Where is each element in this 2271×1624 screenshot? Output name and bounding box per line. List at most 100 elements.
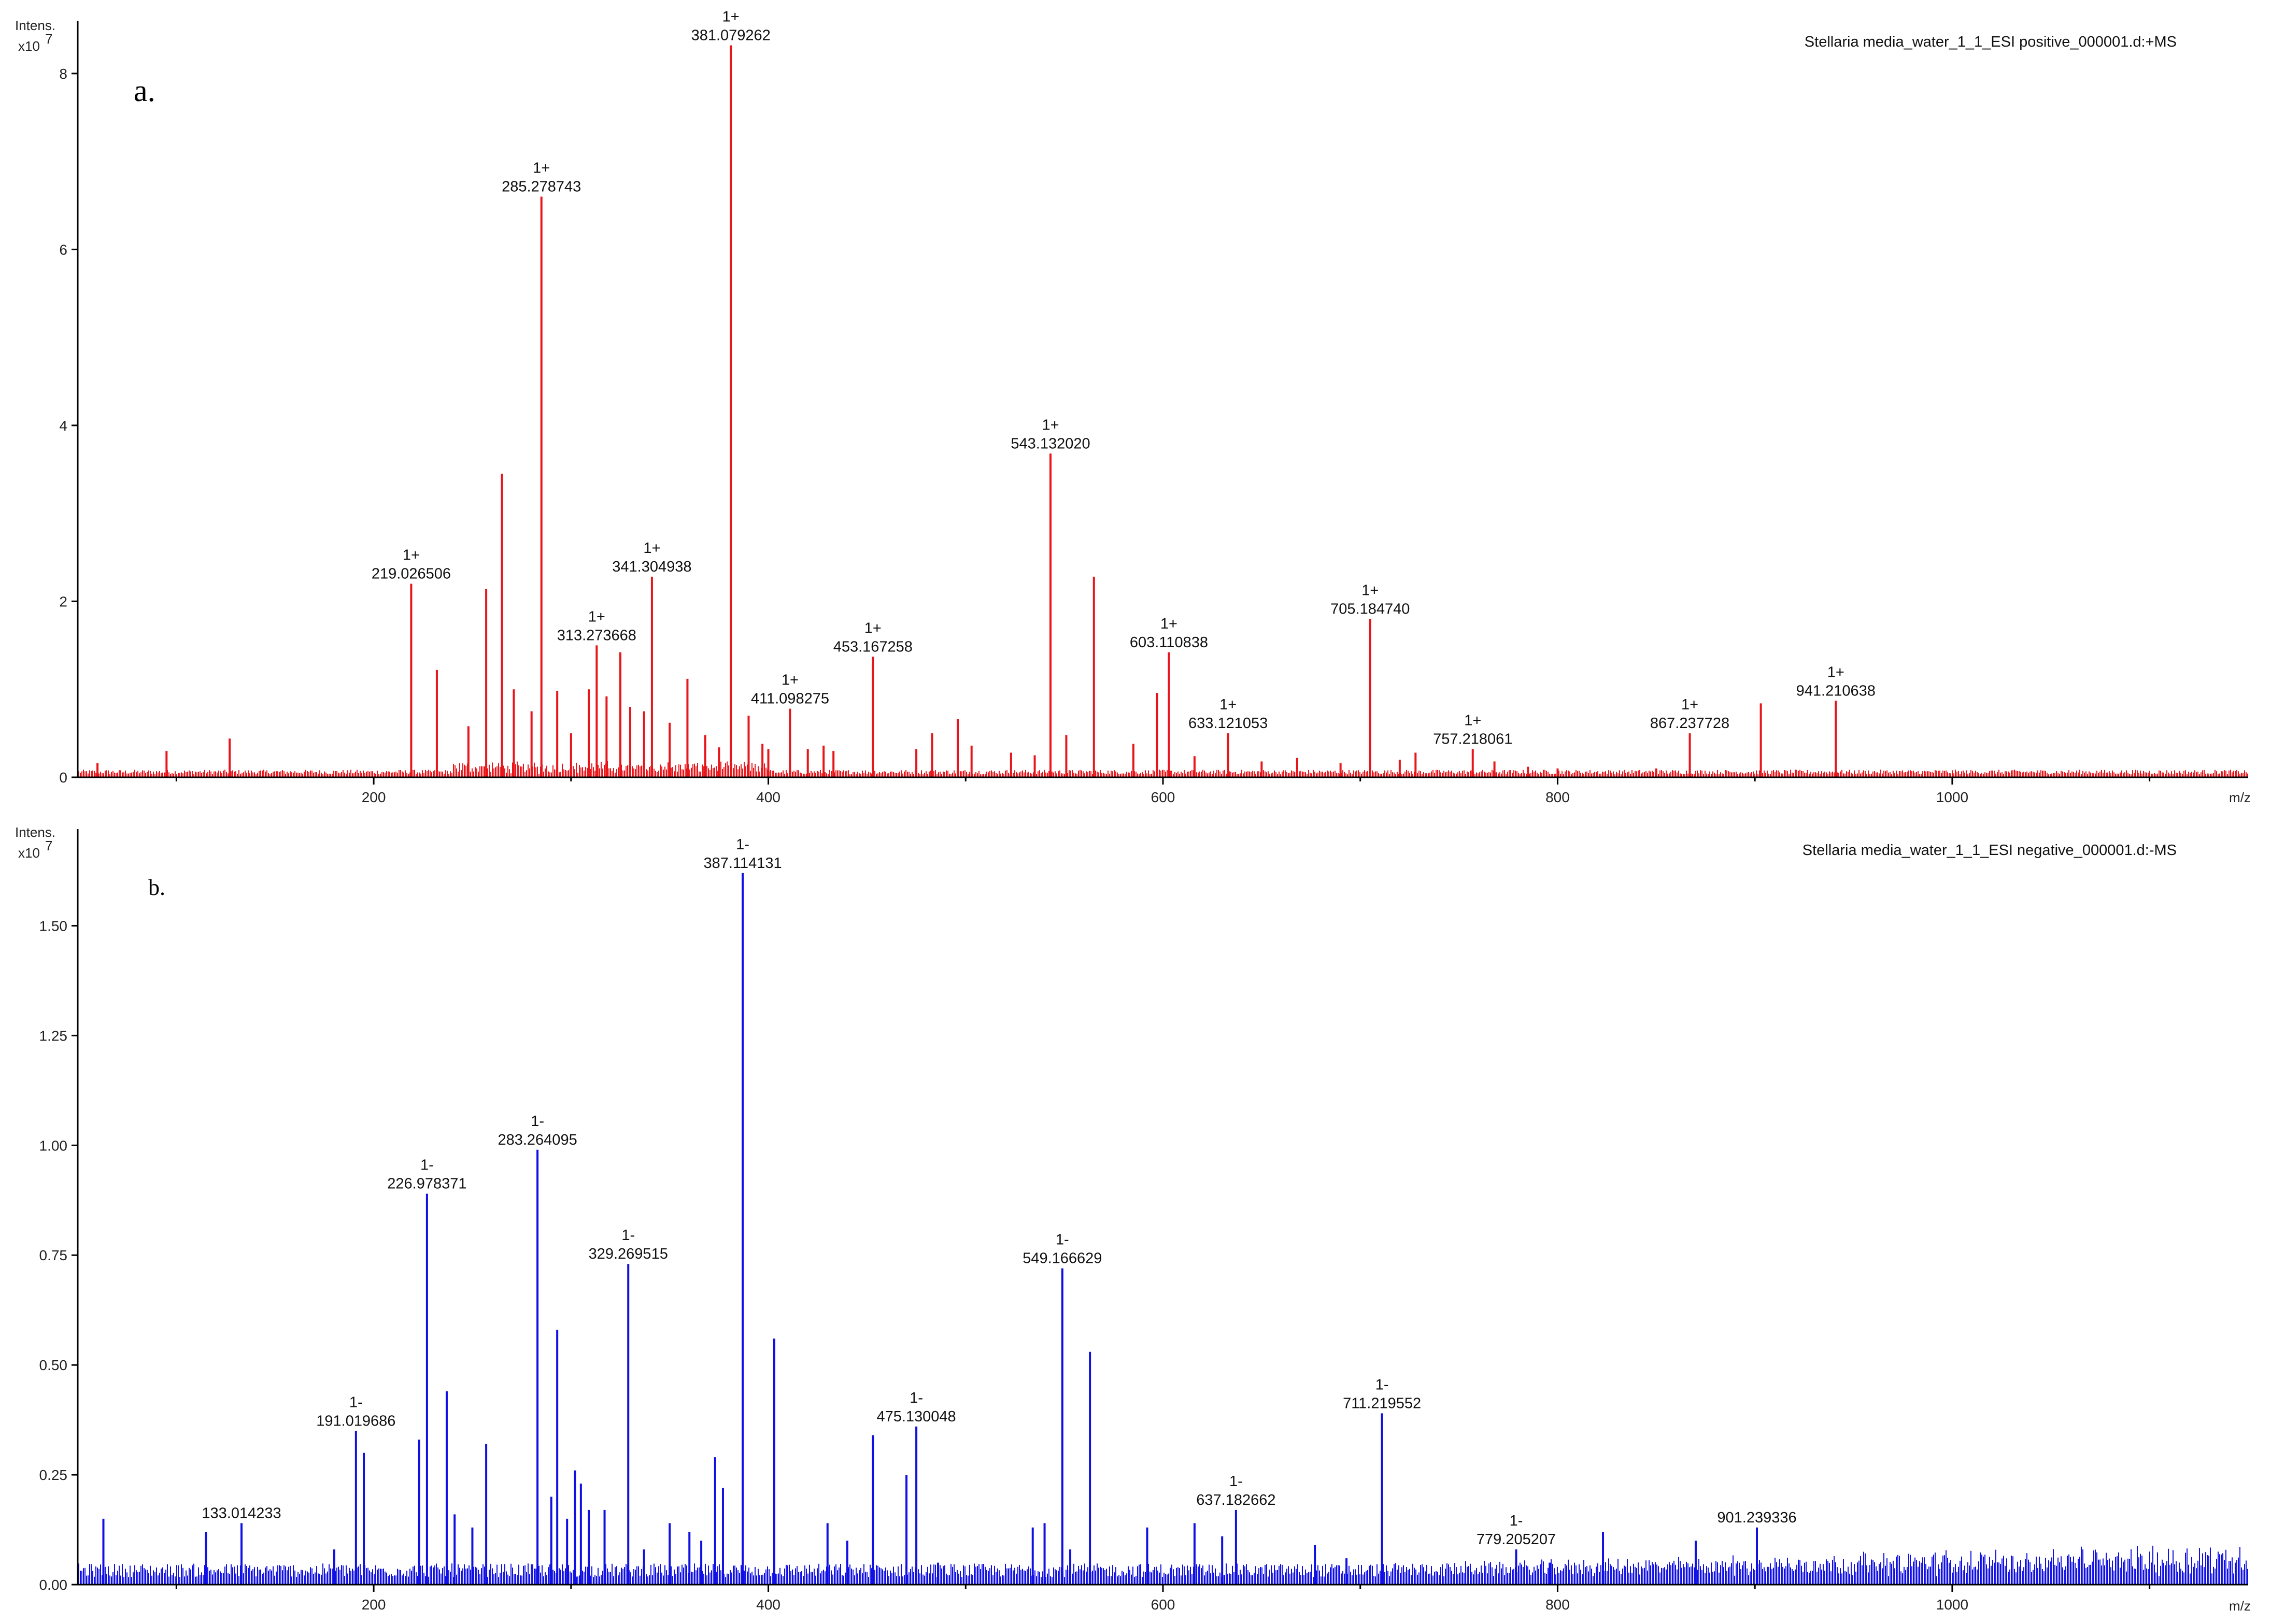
- y-tick-label: 8: [59, 66, 67, 82]
- peak-mz-label: 633.121053: [1188, 715, 1268, 732]
- peak-mz-label: 191.019686: [316, 1413, 395, 1429]
- peak-annotation: 1+ 543.132020: [1011, 417, 1090, 452]
- y-axis-exponent-a: 7: [45, 31, 52, 47]
- peak-charge-label: 1-: [531, 1113, 544, 1130]
- peak-mz-label: 133.014233: [202, 1505, 281, 1521]
- x-tick-label: 400: [756, 1597, 780, 1613]
- peak-charge-label: 1+: [1361, 582, 1379, 599]
- peak-charge-label: 1+: [1042, 417, 1059, 433]
- peak-annotation: 1+ 411.098275: [751, 672, 829, 707]
- x-tick-label: 200: [362, 789, 386, 805]
- y-tick-label: 1.25: [39, 1028, 68, 1044]
- noise-layer-b: [78, 1545, 2248, 1585]
- peak-charge-label: 1-: [1375, 1376, 1389, 1393]
- y-tick-label: 0.00: [39, 1577, 68, 1593]
- y-tick-label: 0: [59, 770, 67, 786]
- peak-annotation: 901.239336: [1717, 1509, 1796, 1526]
- peak-charge-label: 1+: [1219, 696, 1237, 713]
- peak-charge-label: 1+: [1681, 696, 1698, 713]
- peak-mz-label: 637.182662: [1196, 1492, 1275, 1508]
- x-axis-label-b: m/z: [2229, 1598, 2251, 1614]
- peak-annotation: 1+ 219.026506: [372, 547, 451, 582]
- peak-annotation: 1+ 867.237728: [1650, 696, 1729, 732]
- peak-charge-label: 1+: [864, 620, 882, 636]
- y-tick-label: 1.50: [39, 918, 68, 934]
- peak-charge-label: 1+: [643, 540, 660, 557]
- annotations-layer-a: 1+ 219.026506 1+ 285.278743 1+ 313.273668 1+ 34…: [372, 9, 1876, 748]
- peak-mz-label: 543.132020: [1011, 435, 1090, 452]
- peak-mz-label: 901.239336: [1717, 1509, 1796, 1526]
- y-tick-label: 0.50: [39, 1357, 68, 1373]
- peak-annotation: 1- 226.978371: [387, 1157, 466, 1192]
- peak-mz-label: 226.978371: [387, 1176, 466, 1192]
- y-tick-label: 0.25: [39, 1467, 68, 1483]
- peak-charge-label: 1+: [782, 672, 799, 689]
- peak-annotation: 1- 549.166629: [1023, 1232, 1102, 1267]
- peak-annotation: 1+ 341.304938: [612, 540, 691, 575]
- x-tick-label: 1000: [1936, 789, 1968, 805]
- peaks-layer-a: [96, 45, 1837, 777]
- peak-annotation: 1+ 285.278743: [502, 160, 581, 195]
- peak-annotation: 1+ 381.079262: [691, 9, 771, 44]
- peak-mz-label: 705.184740: [1330, 601, 1410, 617]
- peak-annotation: 1- 387.114131: [704, 836, 782, 872]
- peak-annotation: 1+ 705.184740: [1330, 582, 1410, 617]
- y-tick-label: 4: [59, 418, 67, 434]
- y-tick-label: 2: [59, 593, 67, 609]
- x-tick-label: 1000: [1936, 1597, 1968, 1613]
- peak-annotation: 133.014233: [202, 1505, 281, 1521]
- peak-charge-label: 1-: [420, 1157, 434, 1174]
- peak-annotation: 1+ 633.121053: [1188, 696, 1268, 732]
- spectrum-panel-b: 133.014233 1- 191.019686 1- 226.978371 1- 283.…: [15, 824, 2251, 1614]
- peak-mz-label: 329.269515: [589, 1246, 668, 1262]
- peak-annotation: 1- 711.219552: [1343, 1376, 1421, 1412]
- y-axis-label-b-line2: x10: [18, 845, 40, 861]
- peak-annotation: 1- 637.182662: [1196, 1473, 1275, 1508]
- noise-layer-a: [78, 761, 2248, 777]
- peak-charge-label: 1-: [1229, 1473, 1243, 1490]
- peak-annotation: 1- 475.130048: [876, 1390, 956, 1425]
- x-tick-label: 600: [1151, 1597, 1175, 1613]
- peak-mz-label: 757.218061: [1433, 731, 1512, 748]
- y-axis-exponent-b: 7: [45, 838, 52, 853]
- peak-mz-label: 285.278743: [502, 179, 581, 195]
- y-axis-label-a-line2: x10: [18, 38, 40, 54]
- peak-mz-label: 779.205207: [1477, 1531, 1556, 1548]
- peak-charge-label: 1+: [403, 547, 420, 564]
- peak-mz-label: 941.210638: [1796, 682, 1876, 699]
- peak-mz-label: 387.114131: [704, 855, 782, 872]
- x-tick-label: 800: [1545, 789, 1570, 805]
- peak-mz-label: 341.304938: [612, 559, 691, 575]
- axes-layer-b: 0.00 0.25 0.50 0.75 1.00 1.25 1.50 200 400 600 800…: [39, 829, 2248, 1613]
- peak-annotation: 1- 779.205207: [1477, 1513, 1556, 1548]
- spectrum-panel-a: 1+ 219.026506 1+ 285.278743 1+ 313.273668 1+ 34…: [15, 9, 2251, 805]
- x-tick-label: 200: [362, 1597, 386, 1613]
- peak-charge-label: 1+: [1160, 616, 1177, 632]
- y-axis-multiplier-b: x10: [18, 845, 40, 861]
- y-axis-label-a-line1: Intens.: [15, 18, 55, 33]
- peak-mz-label: 219.026506: [372, 566, 451, 582]
- peak-annotation: 1+ 453.167258: [833, 620, 913, 655]
- peak-mz-label: 313.273668: [557, 627, 636, 644]
- y-tick-label: 6: [59, 241, 67, 258]
- peak-annotation: 1+ 603.110838: [1130, 616, 1208, 651]
- peak-mz-label: 453.167258: [833, 638, 913, 655]
- peak-charge-label: 1+: [1464, 713, 1481, 729]
- peak-charge-label: 1-: [736, 836, 749, 853]
- peak-charge-label: 1+: [588, 608, 605, 625]
- axes-layer-a: 0 2 4 6 8 200 400 600 800 1000: [59, 21, 2248, 805]
- x-axis-label-a: m/z: [2229, 790, 2251, 805]
- peak-annotation: 1- 283.264095: [498, 1113, 577, 1148]
- peak-charge-label: 1-: [910, 1390, 923, 1406]
- annotations-layer-b: 133.014233 1- 191.019686 1- 226.978371 1- 283.…: [202, 836, 1796, 1548]
- peak-mz-label: 711.219552: [1343, 1395, 1421, 1412]
- y-axis-label-b-line1: Intens.: [15, 824, 55, 840]
- x-tick-label: 600: [1151, 789, 1175, 805]
- panel-label-a: a.: [134, 74, 155, 108]
- baseline-noise: [78, 1545, 2248, 1585]
- peaks-layer-b: [102, 873, 1758, 1585]
- peak-annotation: 1+ 757.218061: [1433, 713, 1512, 748]
- peak-mz-label: 867.237728: [1650, 715, 1729, 732]
- peak-mz-label: 475.130048: [876, 1408, 956, 1425]
